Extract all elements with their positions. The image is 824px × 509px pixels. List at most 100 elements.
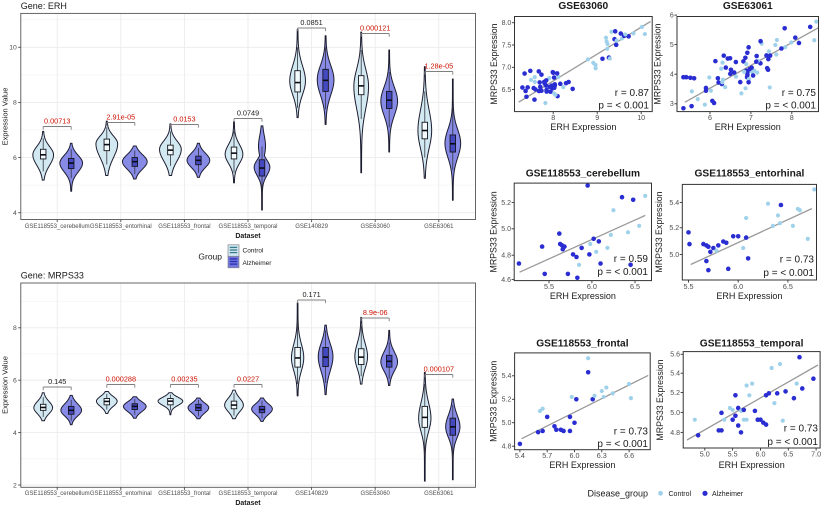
svg-text:Gene: ERH: Gene: ERH (21, 1, 67, 11)
svg-text:5.0: 5.0 (669, 252, 679, 259)
svg-text:Gene: MRPS33: Gene: MRPS33 (21, 271, 84, 281)
svg-text:r = 0.87: r = 0.87 (615, 88, 650, 99)
svg-text:GSE140829: GSE140829 (295, 224, 328, 230)
svg-text:6.0: 6.0 (756, 450, 766, 459)
svg-text:8: 8 (790, 113, 794, 122)
svg-text:GSE63061: GSE63061 (723, 1, 773, 12)
svg-text:1.28e-05: 1.28e-05 (424, 62, 453, 71)
svg-text:r = 0.73: r = 0.73 (784, 424, 819, 435)
svg-text:4.8: 4.8 (501, 253, 511, 260)
svg-text:Expression Value: Expression Value (1, 356, 10, 414)
svg-text:0.171: 0.171 (302, 290, 320, 299)
svg-text:ERH Expression: ERH Expression (550, 122, 616, 132)
svg-text:10: 10 (637, 113, 645, 122)
svg-text:GSE63060: GSE63060 (558, 1, 608, 12)
svg-text:7: 7 (749, 113, 753, 122)
svg-text:4: 4 (13, 210, 17, 217)
svg-text:ERH Expression: ERH Expression (719, 460, 785, 470)
svg-text:p = < 0.001: p = < 0.001 (767, 437, 818, 448)
svg-text:MRPS33 Expression: MRPS33 Expression (655, 359, 665, 440)
svg-text:4.8: 4.8 (502, 444, 512, 451)
svg-text:Alzheimer: Alzheimer (712, 491, 744, 498)
svg-text:r = 0.73: r = 0.73 (780, 255, 815, 266)
svg-text:5.2: 5.2 (669, 225, 679, 232)
svg-text:r = 0.75: r = 0.75 (782, 88, 817, 99)
svg-text:5.0: 5.0 (670, 410, 680, 417)
svg-text:0.0227: 0.0227 (237, 375, 259, 384)
svg-text:5.5: 5.5 (684, 282, 694, 291)
svg-text:4: 4 (670, 72, 674, 79)
svg-text:ERH Expression: ERH Expression (716, 291, 782, 301)
svg-text:p = < 0.001: p = < 0.001 (763, 268, 814, 279)
svg-text:Dataset: Dataset (235, 500, 261, 507)
svg-text:GSE118553_cerebellum: GSE118553_cerebellum (25, 491, 90, 497)
svg-text:ERH Expression: ERH Expression (549, 460, 615, 470)
svg-text:6.6: 6.6 (624, 451, 634, 460)
svg-text:5.6: 5.6 (670, 352, 680, 359)
svg-text:7.5: 7.5 (502, 42, 512, 49)
svg-text:5.4: 5.4 (502, 373, 512, 380)
svg-text:Group: Group (198, 252, 222, 262)
svg-text:5: 5 (670, 42, 674, 49)
svg-text:9: 9 (595, 113, 599, 122)
svg-text:8: 8 (13, 325, 17, 332)
svg-text:5.7: 5.7 (542, 451, 552, 460)
svg-text:GSE118553_entorhinal: GSE118553_entorhinal (694, 169, 804, 180)
svg-text:GSE63060: GSE63060 (361, 491, 391, 497)
svg-text:MRPS33 Expression: MRPS33 Expression (489, 361, 499, 442)
svg-text:p = < 0.001: p = < 0.001 (597, 267, 648, 278)
svg-text:GSE118553_cerebellum: GSE118553_cerebellum (526, 169, 640, 180)
svg-text:5.4: 5.4 (515, 451, 525, 460)
svg-text:p = < 0.001: p = < 0.001 (597, 439, 648, 450)
svg-text:0.00235: 0.00235 (171, 375, 197, 384)
svg-text:Dataset: Dataset (235, 233, 261, 240)
svg-text:5.2: 5.2 (502, 397, 512, 404)
svg-text:8.0: 8.0 (502, 20, 512, 27)
svg-text:r = 0.59: r = 0.59 (614, 254, 649, 265)
svg-text:MRPS33 Expression: MRPS33 Expression (489, 191, 499, 272)
svg-text:5.5: 5.5 (728, 450, 738, 459)
svg-text:2.91e-05: 2.91e-05 (106, 113, 135, 122)
svg-text:0.000121: 0.000121 (360, 24, 390, 33)
svg-text:5.2: 5.2 (670, 390, 680, 397)
svg-text:Expression Value: Expression Value (1, 88, 10, 146)
svg-text:0.145: 0.145 (48, 377, 66, 386)
svg-text:6: 6 (13, 378, 17, 385)
svg-text:7.0: 7.0 (811, 450, 821, 459)
svg-text:p = < 0.001: p = < 0.001 (765, 101, 816, 112)
svg-text:6: 6 (13, 155, 17, 162)
svg-text:0.000288: 0.000288 (106, 375, 136, 384)
svg-text:0.0851: 0.0851 (300, 18, 322, 27)
svg-text:Disease_group: Disease_group (587, 489, 648, 499)
svg-text:GSE118553_entorhinal: GSE118553_entorhinal (90, 491, 152, 497)
svg-text:6.5: 6.5 (630, 282, 640, 291)
svg-text:5.2: 5.2 (501, 200, 511, 207)
svg-text:8.9e-06: 8.9e-06 (363, 308, 388, 317)
svg-text:6.0: 6.0 (587, 282, 597, 291)
svg-text:MRPS33 Expression: MRPS33 Expression (654, 191, 664, 272)
svg-text:GSE118553_temporal: GSE118553_temporal (700, 339, 804, 350)
svg-text:4.6: 4.6 (501, 277, 511, 284)
svg-text:Alzheimer: Alzheimer (243, 260, 273, 267)
svg-text:MRPS33 Expression: MRPS33 Expression (653, 23, 663, 104)
svg-text:0.0749: 0.0749 (237, 109, 259, 118)
svg-text:6: 6 (708, 113, 712, 122)
svg-text:5.0: 5.0 (700, 450, 710, 459)
svg-text:GSE118553_frontal: GSE118553_frontal (158, 491, 210, 497)
svg-text:5.0: 5.0 (502, 420, 512, 427)
svg-text:GSE118553_temporal: GSE118553_temporal (219, 224, 278, 230)
svg-text:5.4: 5.4 (670, 371, 680, 378)
svg-text:3: 3 (670, 101, 674, 108)
svg-text:GSE63061: GSE63061 (424, 224, 454, 230)
svg-text:GSE118553_cerebellum: GSE118553_cerebellum (25, 224, 90, 230)
svg-text:ERH Expression: ERH Expression (550, 291, 616, 301)
svg-text:GSE118553_entorhinal: GSE118553_entorhinal (90, 224, 152, 230)
svg-text:GSE118553_temporal: GSE118553_temporal (219, 491, 278, 497)
svg-text:0.00713: 0.00713 (44, 117, 70, 126)
svg-text:Control: Control (243, 248, 265, 255)
svg-text:10: 10 (9, 45, 17, 52)
svg-text:6.5: 6.5 (783, 450, 793, 459)
svg-text:0.0153: 0.0153 (173, 115, 195, 124)
svg-text:MRPS33 Expression: MRPS33 Expression (489, 23, 499, 104)
svg-text:r = 0.73: r = 0.73 (614, 427, 649, 438)
